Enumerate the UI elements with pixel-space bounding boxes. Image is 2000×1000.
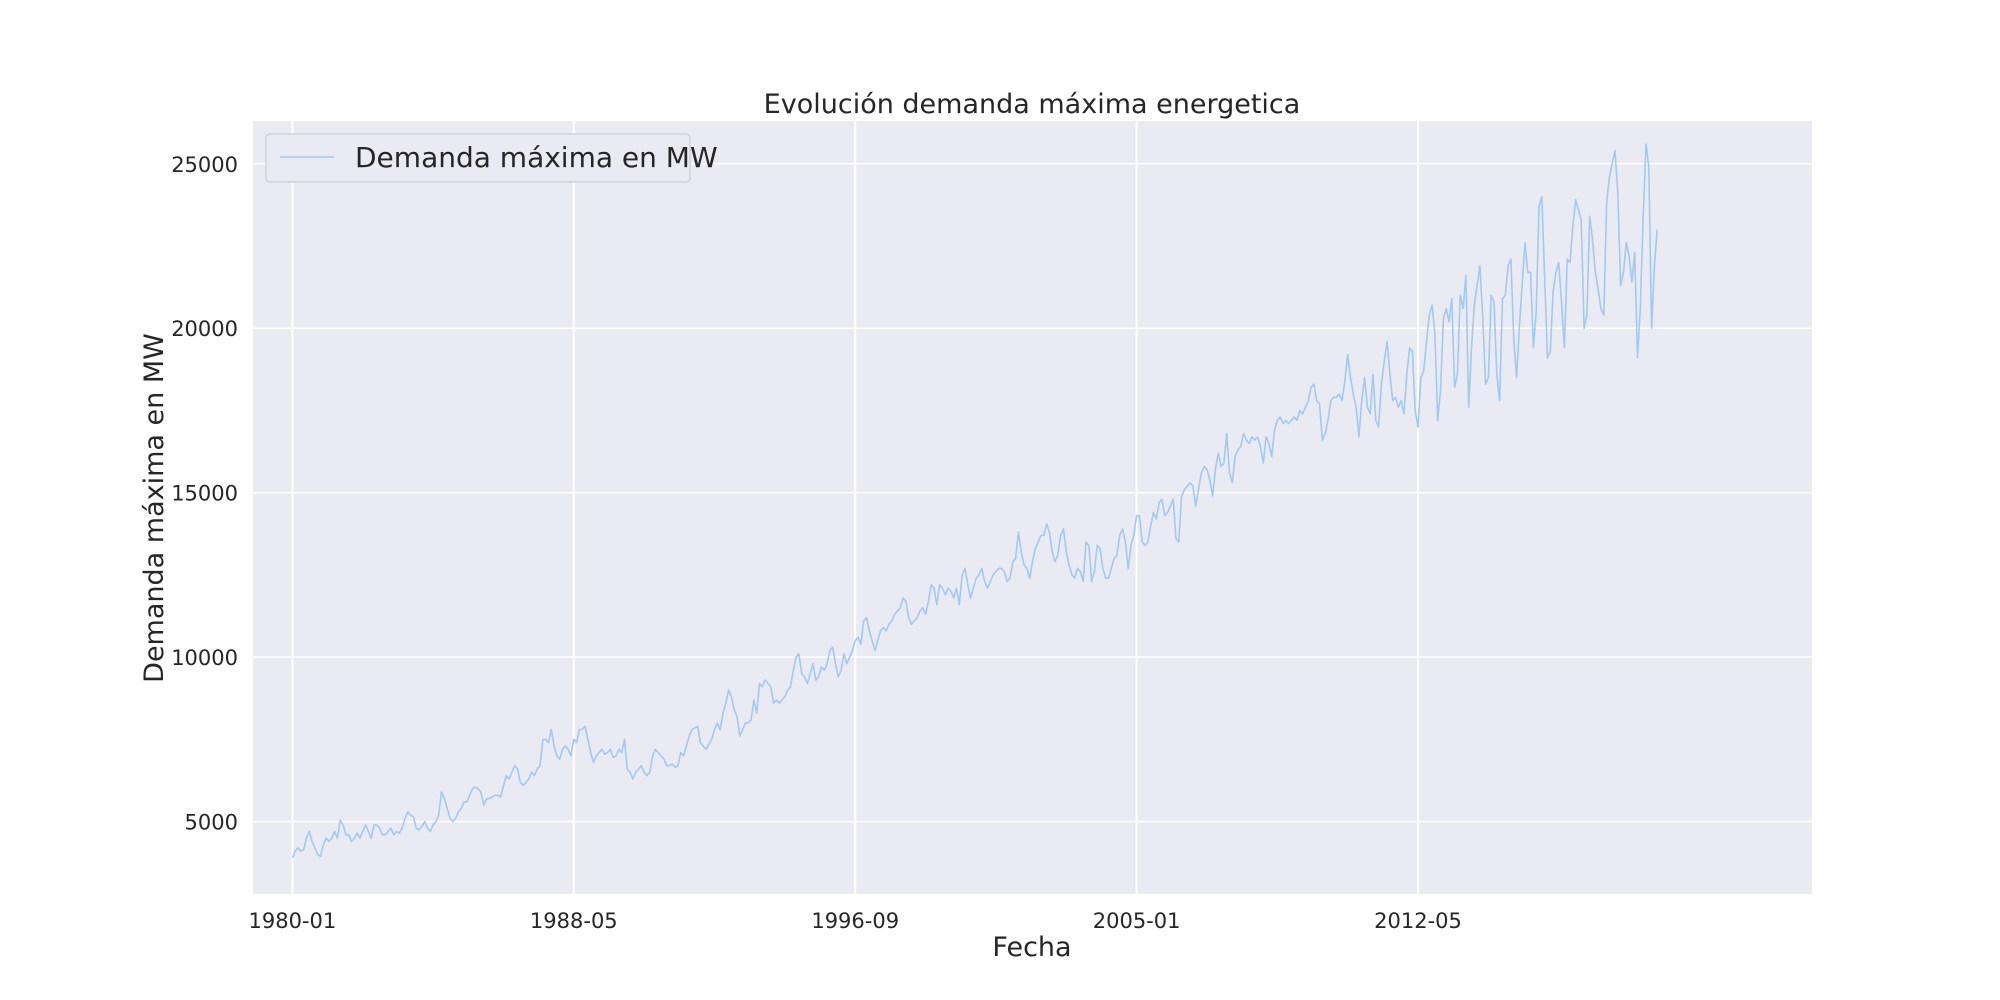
plot-area [253, 121, 1812, 894]
chart-title: Evolución demanda máxima energetica [764, 89, 1301, 120]
y-tick-label: 15000 [171, 482, 238, 506]
y-tick-label: 25000 [171, 153, 238, 177]
y-tick-label: 20000 [171, 317, 238, 341]
x-tick-label: 1988-05 [530, 909, 618, 933]
y-axis-title: Demanda máxima en MW [139, 333, 170, 683]
x-tick-labels: 1980-01 1988-05 1996-09 2005-01 2012-05 [249, 909, 1462, 933]
x-tick-label: 2012-05 [1374, 909, 1462, 933]
x-tick-label: 1996-09 [811, 909, 899, 933]
x-axis-title: Fecha [992, 932, 1071, 963]
y-tick-label: 5000 [185, 811, 238, 835]
y-tick-label: 10000 [171, 646, 238, 670]
x-tick-label: 1980-01 [249, 909, 337, 933]
x-tick-label: 2005-01 [1093, 909, 1181, 933]
legend-label: Demanda máxima en MW [355, 141, 718, 174]
y-tick-labels: 5000 10000 15000 20000 25000 [171, 153, 238, 835]
legend: Demanda máxima en MW [266, 134, 718, 182]
